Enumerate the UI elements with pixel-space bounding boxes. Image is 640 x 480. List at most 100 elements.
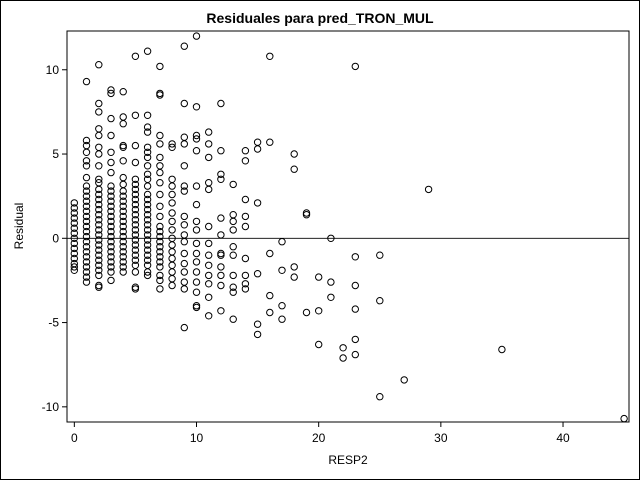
data-point <box>376 297 384 305</box>
data-point <box>168 143 176 152</box>
data-point <box>143 195 152 204</box>
data-point <box>107 253 115 261</box>
data-point <box>119 227 127 236</box>
data-point <box>107 227 115 236</box>
data-point <box>119 192 127 200</box>
data-point <box>192 182 201 190</box>
data-point <box>217 251 225 259</box>
data-point <box>156 179 164 187</box>
data-point <box>424 185 433 194</box>
data-point <box>95 241 103 249</box>
data-point <box>192 268 201 276</box>
data-point <box>217 175 225 184</box>
data-point <box>131 268 140 276</box>
data-point <box>192 103 201 111</box>
data-point <box>156 238 164 246</box>
x-tick-label: 0 <box>71 431 78 445</box>
data-point <box>143 205 152 214</box>
data-point <box>95 150 103 158</box>
data-point <box>119 88 127 96</box>
data-point <box>107 86 115 94</box>
data-point <box>241 280 250 288</box>
data-point <box>241 254 250 263</box>
data-point <box>131 205 140 214</box>
data-point <box>205 140 213 148</box>
data-point <box>241 285 250 293</box>
x-tick-label: 10 <box>190 431 204 445</box>
data-point <box>107 114 115 123</box>
data-point <box>180 99 189 108</box>
data-point <box>143 148 152 157</box>
data-point <box>107 212 115 221</box>
data-point <box>70 204 79 212</box>
data-point <box>229 217 237 226</box>
data-point <box>143 123 152 131</box>
data-point <box>107 276 115 285</box>
data-point <box>315 307 323 315</box>
data-point <box>327 293 335 301</box>
data-point <box>143 182 152 190</box>
data-point <box>143 170 152 179</box>
data-point <box>168 217 176 226</box>
data-point <box>95 131 103 140</box>
data-point <box>351 335 359 344</box>
data-point <box>143 162 152 170</box>
data-point <box>107 238 115 246</box>
data-point <box>95 221 103 229</box>
data-point <box>351 281 359 290</box>
data-point <box>156 248 164 256</box>
data-point <box>143 111 152 120</box>
data-point <box>205 239 213 248</box>
data-point <box>82 187 91 195</box>
data-point <box>400 376 408 384</box>
data-point <box>107 158 115 167</box>
data-point <box>192 135 201 143</box>
x-axis-label: RESP2 <box>328 453 368 467</box>
data-point <box>229 243 237 251</box>
data-point <box>302 211 311 219</box>
data-point <box>131 251 140 259</box>
data-point <box>107 182 115 190</box>
data-point <box>290 263 298 271</box>
data-point <box>107 258 115 266</box>
data-point <box>82 182 91 190</box>
data-points <box>70 32 628 423</box>
data-point <box>217 281 225 290</box>
data-point <box>156 140 164 148</box>
data-point <box>82 217 91 226</box>
data-point <box>119 248 127 256</box>
data-point <box>217 147 225 155</box>
data-point <box>315 273 323 281</box>
data-point <box>95 190 103 199</box>
data-point <box>156 232 164 241</box>
data-point <box>180 42 189 50</box>
data-point <box>290 165 298 173</box>
data-point <box>229 251 237 259</box>
data-point <box>95 236 103 244</box>
data-point <box>119 232 127 241</box>
data-point <box>119 268 127 276</box>
data-point <box>217 231 225 239</box>
data-point <box>131 190 140 199</box>
data-point <box>156 271 164 280</box>
data-point <box>253 199 262 207</box>
data-point <box>241 147 250 155</box>
data-point <box>119 207 127 216</box>
data-point <box>168 209 176 217</box>
data-point <box>192 226 201 234</box>
data-point <box>95 185 103 194</box>
data-point <box>192 278 201 286</box>
data-point <box>156 168 164 177</box>
y-tick-label: 5 <box>52 147 59 161</box>
data-point <box>156 202 164 211</box>
data-point <box>156 227 164 236</box>
data-point <box>180 182 189 190</box>
data-point <box>620 414 628 423</box>
data-point <box>107 148 115 157</box>
data-point <box>95 205 103 214</box>
data-point <box>131 246 140 254</box>
data-point <box>82 157 91 165</box>
data-point <box>107 89 115 98</box>
data-point <box>95 162 103 170</box>
data-point <box>143 246 152 254</box>
